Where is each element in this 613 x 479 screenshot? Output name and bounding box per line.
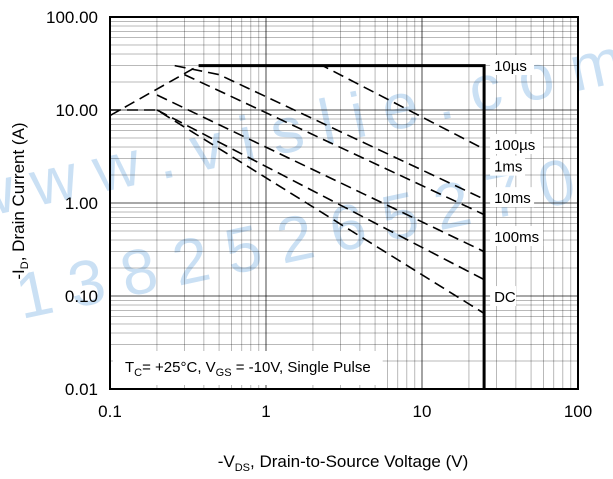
curve-label-box [490,54,535,75]
plot-frame [109,16,579,390]
x-tick-label: 100 [564,402,592,421]
y-tick-label: 1.00 [65,194,98,213]
curve-label-box [490,155,526,176]
curve-label: 100µs [494,137,535,154]
x-tick-label: 0.1 [98,402,122,421]
curve-label: 100ms [494,229,539,246]
series-line-100s [174,64,485,200]
curve-label: 1ms [494,159,522,176]
curve-label: 10µs [494,58,527,75]
curve-label: 10ms [494,190,531,207]
soa-boundary-line [198,64,486,389]
series-line-100ms [156,109,485,281]
soa-envelope [198,64,486,389]
curve-label-box [490,286,517,307]
y-tick-label: 100.00 [46,8,98,27]
curve-labels: 10µs 100µs 1ms 10ms 100ms DC [490,54,544,307]
series-line-10ms [156,94,485,253]
y-axis-title: -ID, Drain Current (A) [9,122,31,279]
condition-note-box [113,351,383,385]
y-tick-label: 0.10 [65,287,98,306]
condition-note-text: TC= +25°C, VGS = -10V, Single Pulse [125,359,371,379]
x-axis-title: -VDS, Drain-to-Source Voltage (V) [218,452,469,474]
curve-label: DC [494,289,516,306]
y-tick-label: 0.01 [65,380,98,399]
x-tick-label: 10 [413,402,432,421]
tick-labels: 0.1 1 10 100 0.01 0.10 1.00 10.00 100.00 [46,8,592,421]
condition-note: TC= +25°C, VGS = -10V, Single Pulse [113,351,383,385]
curve-label-box [490,187,535,208]
x-tick-label: 1 [261,402,270,421]
curve-label-box [490,226,544,247]
curve-label-box [490,134,544,155]
y-tick-label: 10.00 [55,101,98,120]
series-line-1ms [184,73,485,216]
